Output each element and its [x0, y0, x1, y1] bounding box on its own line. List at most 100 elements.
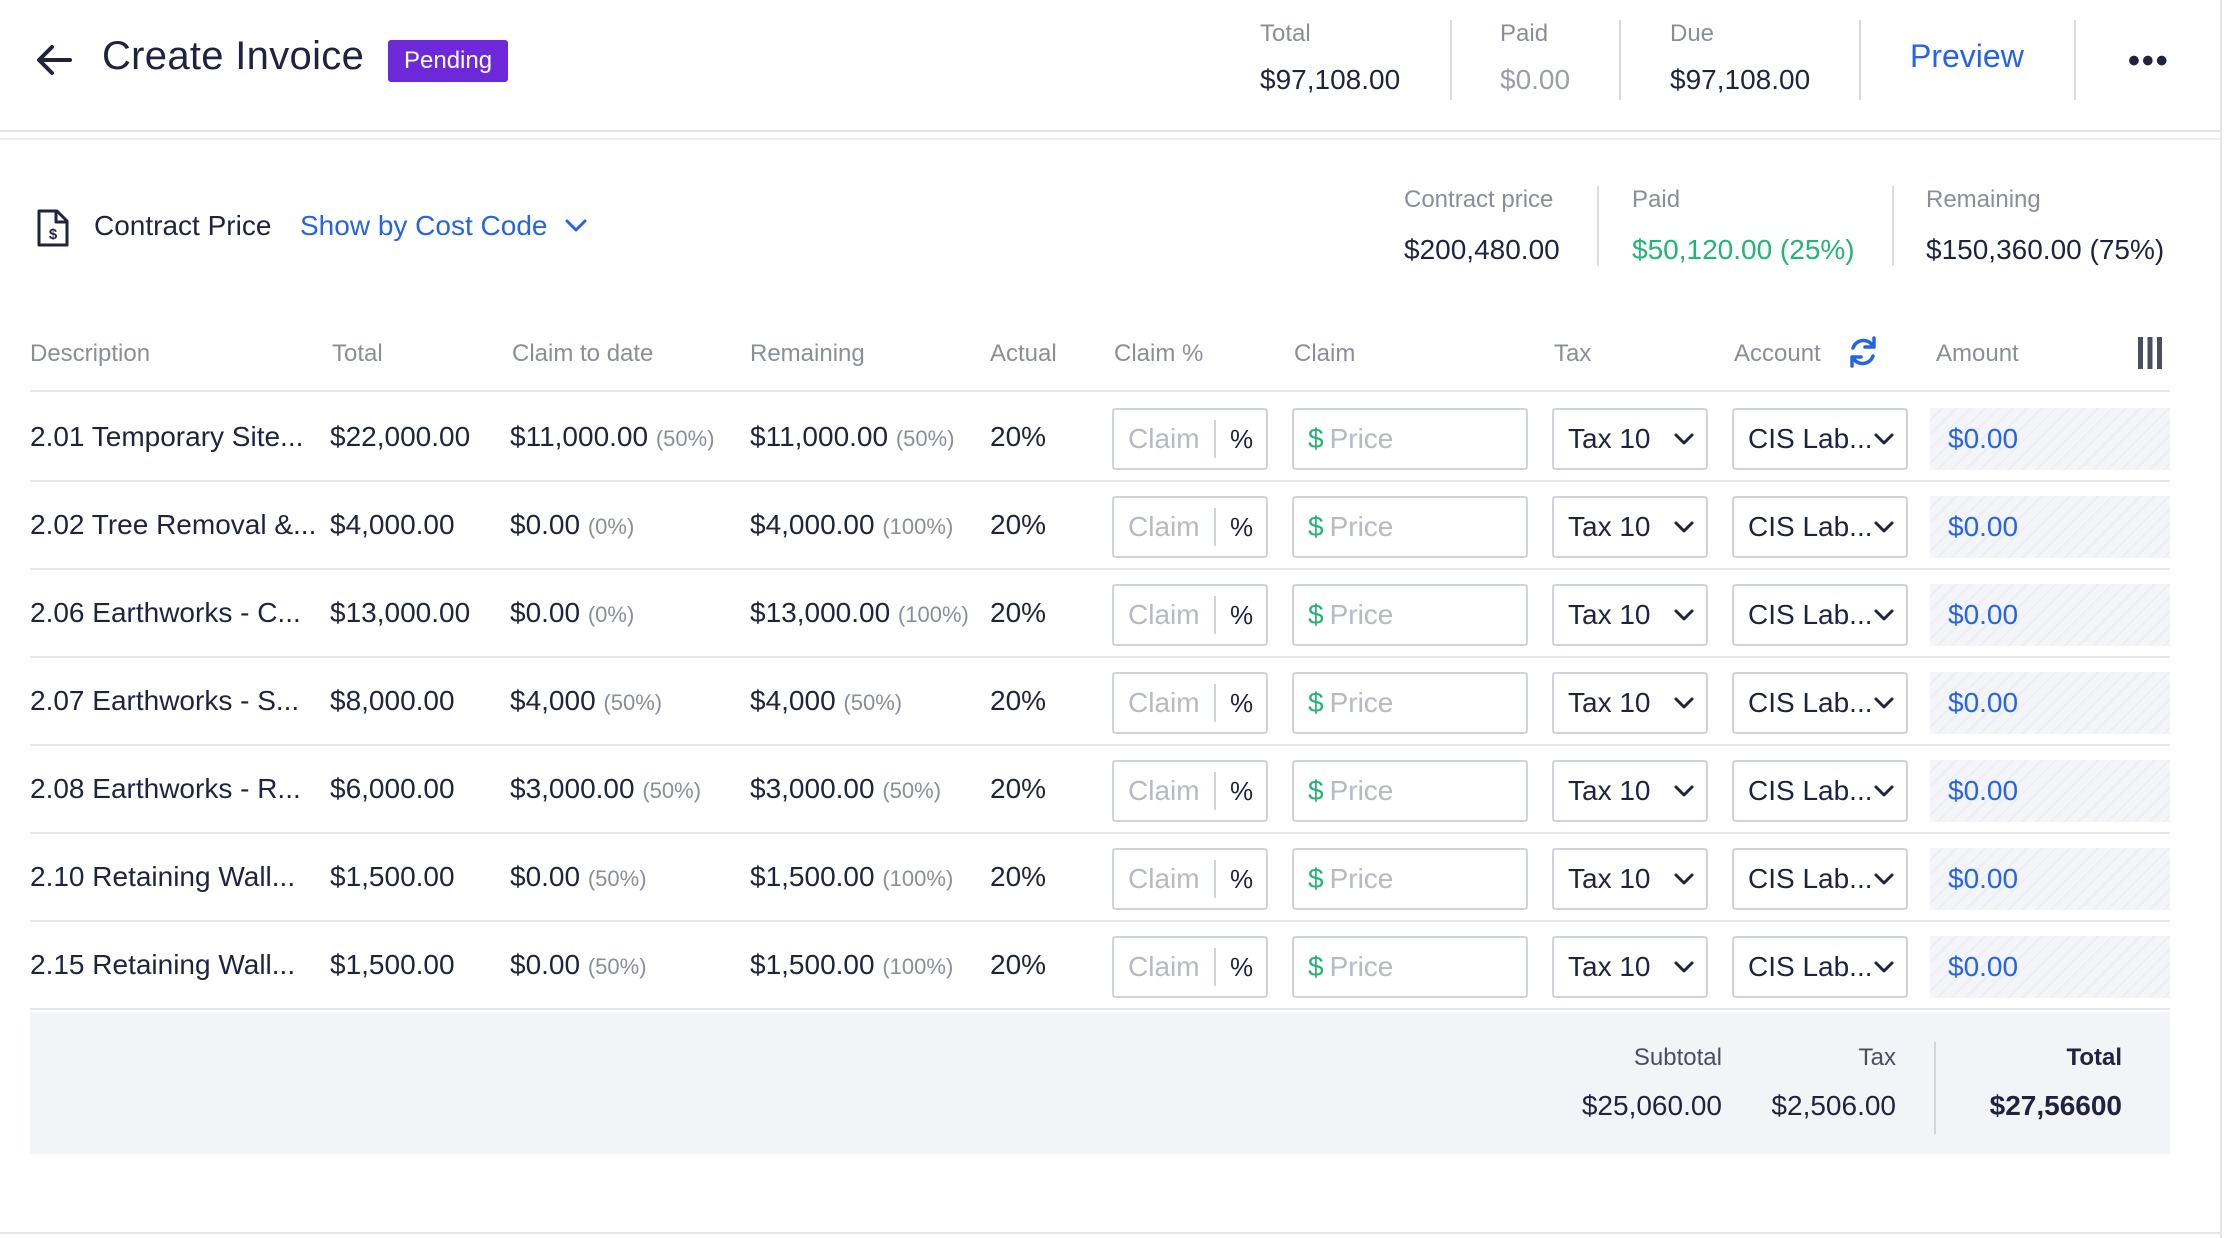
claim-price-input[interactable]: $ Price	[1292, 760, 1528, 822]
account-select[interactable]: CIS Lab...	[1732, 936, 1908, 998]
table-row[interactable]: 2.06 Earthworks - C... $13,000.00 $0.00 (0…	[30, 570, 2170, 658]
claim-percent-input[interactable]: Claim%	[1112, 496, 1268, 558]
claim-percent-input[interactable]: Claim%	[1112, 408, 1268, 470]
row-claim-to-date: $0.00 (50%)	[510, 922, 647, 1008]
row-remaining: $1,500.00 (100%)	[750, 834, 953, 920]
preview-button[interactable]: Preview	[1910, 38, 2024, 74]
more-options-icon[interactable]: •••	[2128, 42, 2170, 80]
row-remaining-percent: (100%)	[897, 602, 969, 627]
account-select[interactable]: CIS Lab...	[1732, 584, 1908, 646]
row-total: $6,000.00	[330, 773, 455, 804]
contract-paid-value: $50,120.00 (25%)	[1632, 234, 1855, 265]
table-row[interactable]: 2.15 Retaining Wall... $1,500.00 $0.00 (50…	[30, 922, 2170, 1010]
claim-price-placeholder: Price	[1329, 511, 1394, 542]
row-actual: 20%	[990, 861, 1047, 892]
claim-percent-input[interactable]: Claim%	[1112, 760, 1268, 822]
summary-total-label: Total	[1260, 20, 1311, 47]
chevron-down-icon	[1674, 521, 1694, 533]
row-claim-to-date-percent: (0%)	[587, 514, 635, 539]
summary-paid-label: Paid	[1500, 20, 1549, 47]
tax-select[interactable]: Tax 10	[1552, 848, 1708, 910]
contract-remaining-stat: Remaining $150,360.00 (75%)	[1926, 186, 2164, 266]
table-row[interactable]: 2.07 Earthworks - S... $8,000.00 $4,000 (5…	[30, 658, 2170, 746]
tax-select[interactable]: Tax 10	[1552, 496, 1708, 558]
account-select[interactable]: CIS Lab...	[1732, 848, 1908, 910]
table-row[interactable]: 2.01 Temporary Site... $22,000.00 $11,000.…	[30, 394, 2170, 482]
claim-price-input[interactable]: $ Price	[1292, 672, 1528, 734]
input-divider	[1214, 508, 1216, 546]
claim-price-placeholder: Price	[1329, 423, 1394, 454]
divider	[1859, 20, 1861, 100]
claim-percent-input[interactable]: Claim%	[1112, 584, 1268, 646]
cost-code-view-select[interactable]: Show by Cost Code	[300, 210, 587, 242]
claim-price-input[interactable]: $ Price	[1292, 496, 1528, 558]
tax-select-value: Tax 10	[1568, 511, 1651, 542]
chevron-down-icon	[565, 219, 587, 232]
tax-select[interactable]: Tax 10	[1552, 584, 1708, 646]
row-description: 2.02 Tree Removal &...	[30, 509, 317, 540]
row-description: 2.15 Retaining Wall...	[30, 949, 296, 980]
table-row[interactable]: 2.08 Earthworks - R... $6,000.00 $3,000.00…	[30, 746, 2170, 834]
row-amount: $0.00	[1930, 496, 2170, 558]
claim-price-input[interactable]: $ Price	[1292, 584, 1528, 646]
row-amount: $0.00	[1930, 408, 2170, 470]
tax-select[interactable]: Tax 10	[1552, 408, 1708, 470]
divider	[1597, 186, 1599, 266]
row-claim-to-date: $0.00 (50%)	[510, 834, 647, 920]
row-claim-to-date-percent: (50%)	[655, 426, 715, 451]
totals-panel: Subtotal $25,060.00 Tax $2,506.00 Total …	[30, 1012, 2170, 1154]
account-select-value: CIS Lab...	[1748, 863, 1873, 894]
tax-select-value: Tax 10	[1568, 423, 1651, 454]
input-divider	[1214, 948, 1216, 986]
divider	[2074, 20, 2076, 100]
table-row[interactable]: 2.02 Tree Removal &... $4,000.00 $0.00 (0%…	[30, 482, 2170, 570]
claim-price-input[interactable]: $ Price	[1292, 848, 1528, 910]
contract-paid-label: Paid	[1632, 186, 1681, 213]
row-remaining-percent: (50%)	[843, 690, 903, 715]
account-select[interactable]: CIS Lab...	[1732, 408, 1908, 470]
column-tax: Tax	[1554, 340, 1592, 367]
row-actual: 20%	[990, 949, 1047, 980]
currency-symbol: $	[1308, 951, 1324, 982]
claim-percent-placeholder: Claim	[1128, 863, 1200, 894]
columns-icon[interactable]	[2136, 336, 2164, 370]
currency-symbol: $	[1308, 599, 1324, 630]
row-description: 2.01 Temporary Site...	[30, 421, 304, 452]
row-actual: 20%	[990, 773, 1047, 804]
tax-select[interactable]: Tax 10	[1552, 760, 1708, 822]
table-row[interactable]: 2.10 Retaining Wall... $1,500.00 $0.00 (50…	[30, 834, 2170, 922]
row-remaining-percent: (100%)	[882, 514, 954, 539]
row-total: $13,000.00	[330, 597, 471, 628]
claim-price-input[interactable]: $ Price	[1292, 408, 1528, 470]
row-total: $4,000.00	[330, 509, 455, 540]
tax-select[interactable]: Tax 10	[1552, 672, 1708, 734]
claim-price-input[interactable]: $ Price	[1292, 936, 1528, 998]
table-header: Description Total Claim to date Remainin…	[30, 330, 2170, 392]
account-select-value: CIS Lab...	[1748, 599, 1873, 630]
total-label: Total	[2066, 1044, 2122, 1071]
row-total: $1,500.00	[330, 949, 455, 980]
row-remaining-value: $13,000.00	[750, 597, 891, 628]
account-select-value: CIS Lab...	[1748, 511, 1873, 542]
row-remaining-percent: (50%)	[895, 426, 955, 451]
claim-price-placeholder: Price	[1329, 775, 1394, 806]
row-claim-to-date-percent: (50%)	[642, 778, 702, 803]
claim-percent-input[interactable]: Claim%	[1112, 848, 1268, 910]
account-select[interactable]: CIS Lab...	[1732, 760, 1908, 822]
row-remaining: $11,000.00 (50%)	[750, 394, 955, 480]
claim-percent-input[interactable]: Claim%	[1112, 936, 1268, 998]
column-description: Description	[30, 340, 151, 367]
account-select-value: CIS Lab...	[1748, 775, 1873, 806]
back-arrow-icon[interactable]	[30, 36, 78, 84]
tax-select[interactable]: Tax 10	[1552, 936, 1708, 998]
claim-percent-input[interactable]: Claim%	[1112, 672, 1268, 734]
refresh-icon[interactable]	[1846, 334, 1880, 370]
percent-unit: %	[1230, 951, 1254, 982]
row-actual: 20%	[990, 597, 1047, 628]
account-select[interactable]: CIS Lab...	[1732, 672, 1908, 734]
percent-unit: %	[1230, 599, 1254, 630]
row-actual: 20%	[990, 685, 1047, 716]
account-select[interactable]: CIS Lab...	[1732, 496, 1908, 558]
column-claim-to-date: Claim to date	[512, 340, 654, 367]
percent-unit: %	[1230, 775, 1254, 806]
